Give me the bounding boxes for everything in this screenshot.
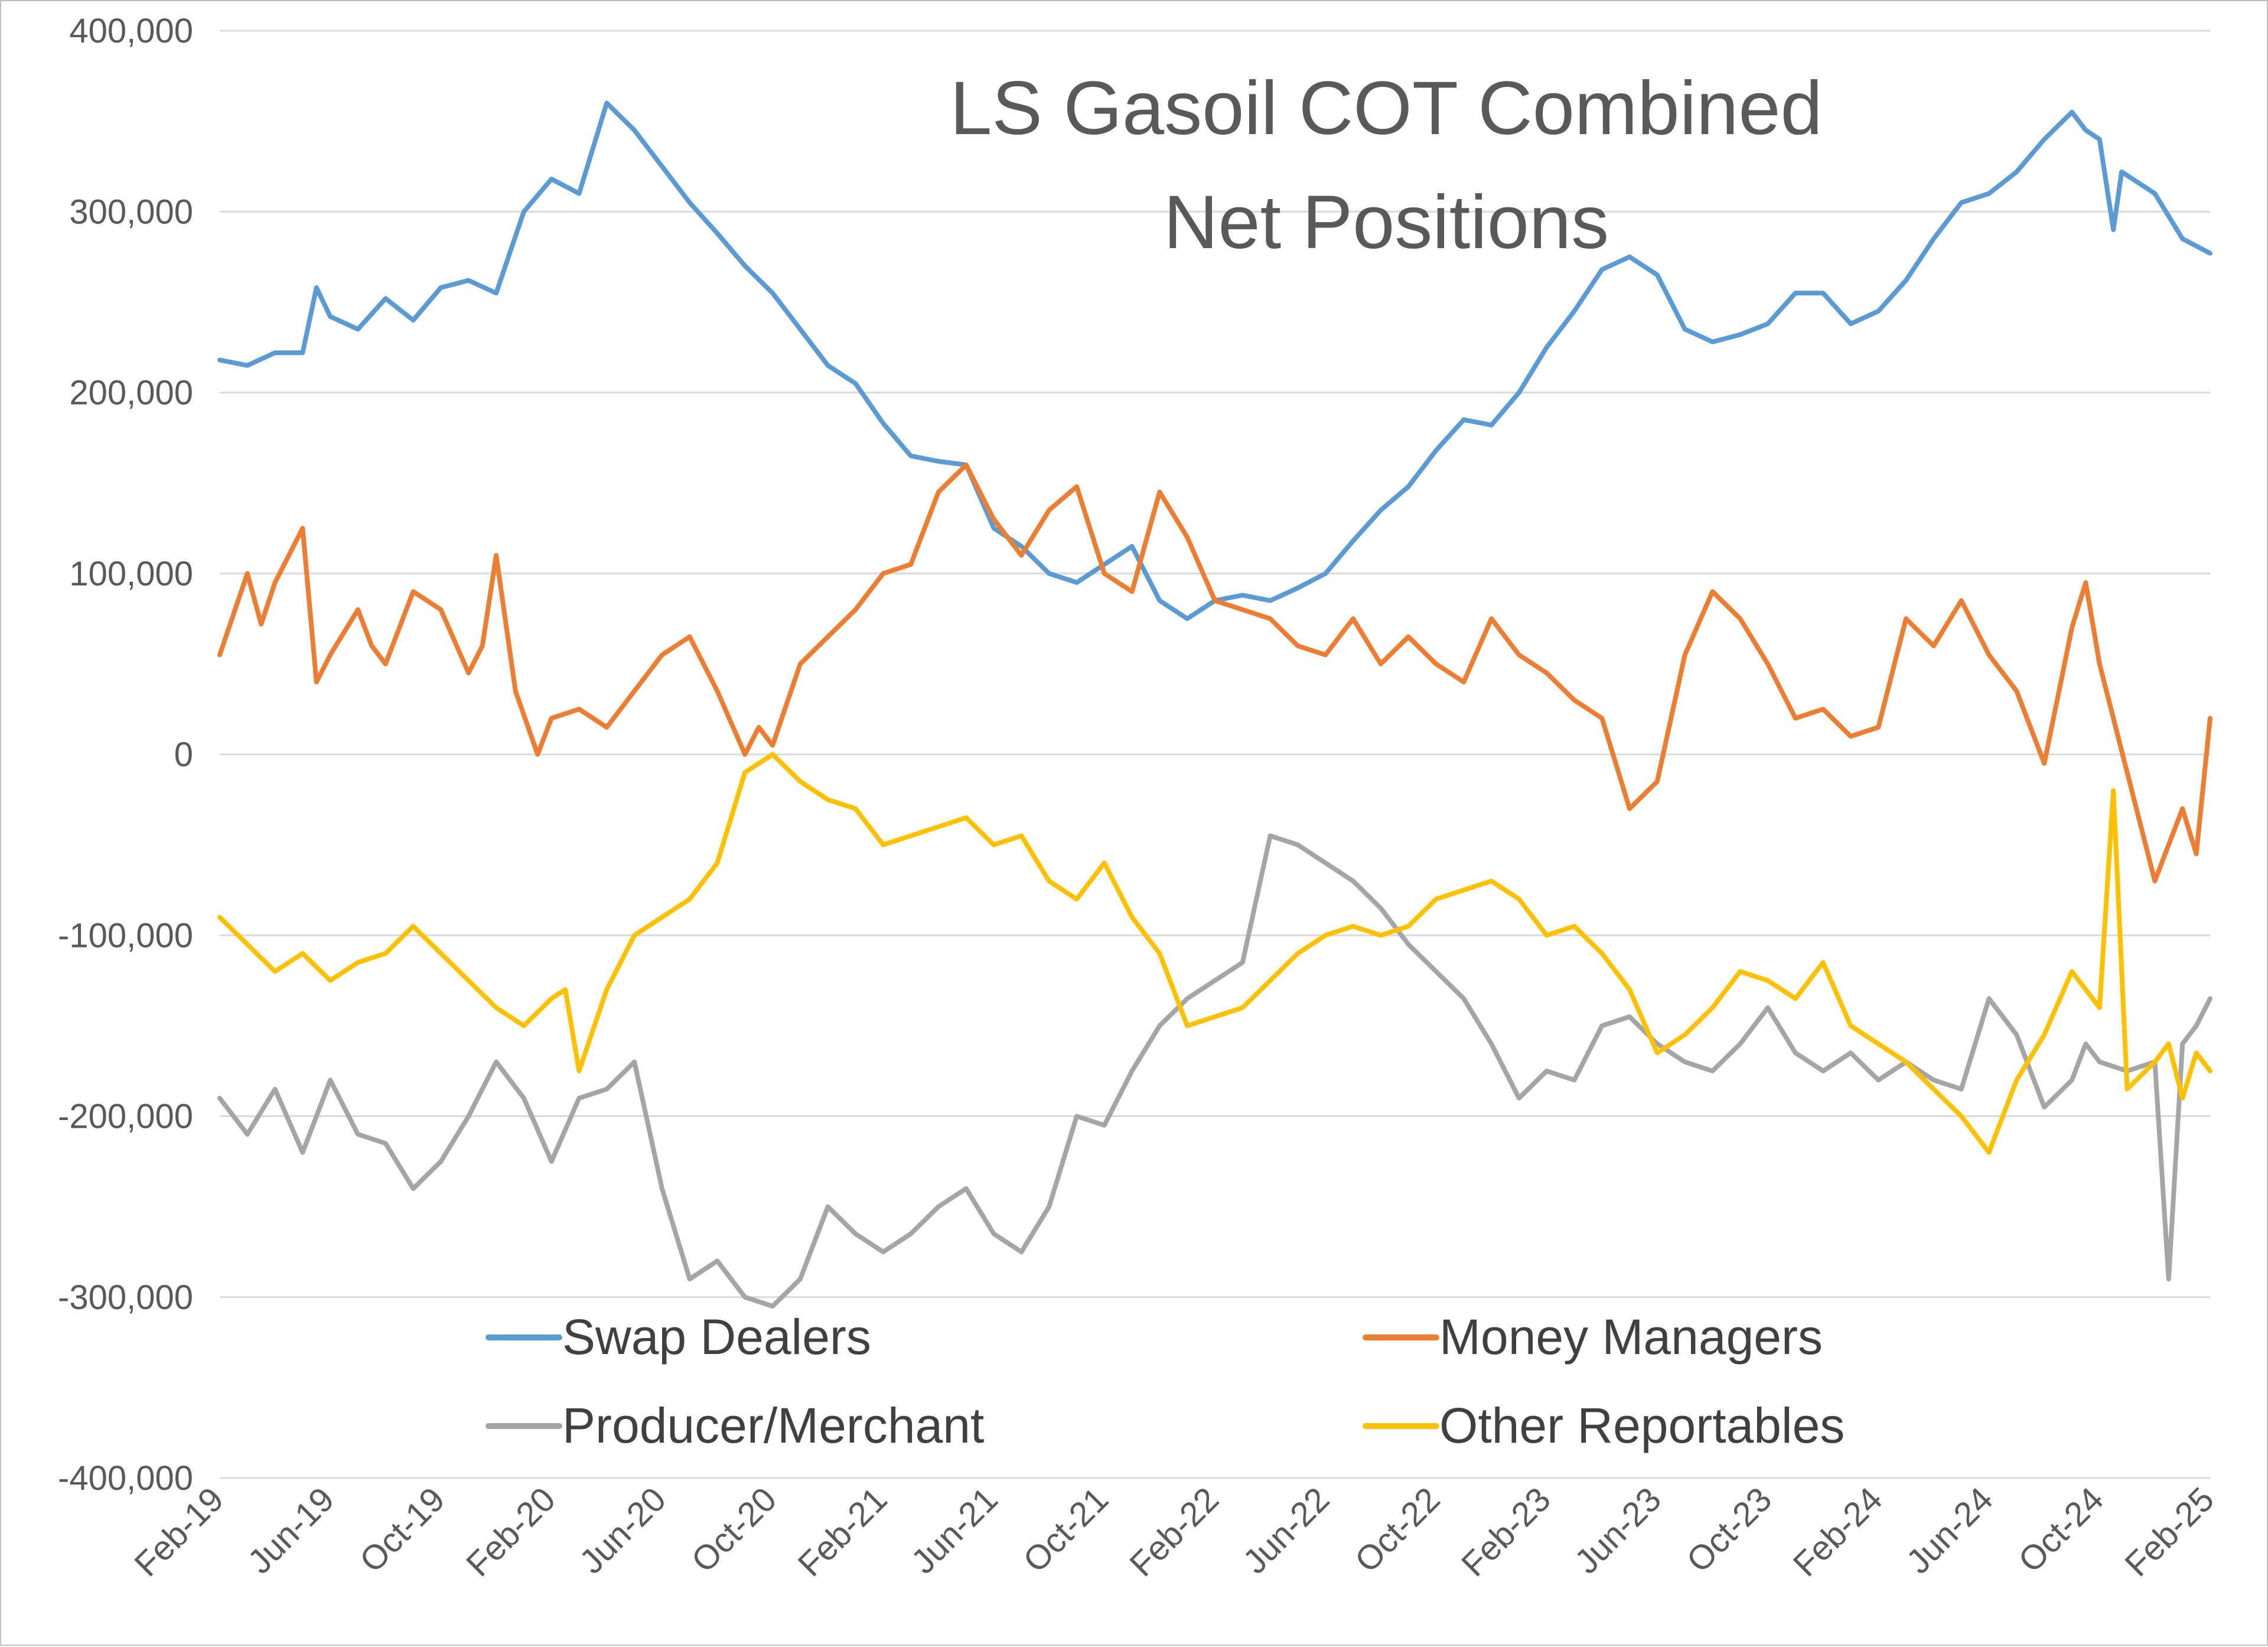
legend-item: Swap Dealers bbox=[485, 1309, 871, 1365]
x-tick-label: Oct-24 bbox=[2011, 1480, 2111, 1580]
x-tick-label: Oct-20 bbox=[684, 1480, 784, 1580]
x-tick-label: Jun-21 bbox=[904, 1480, 1005, 1581]
y-tick-label: 300,000 bbox=[69, 193, 193, 231]
x-tick-label: Jun-24 bbox=[1899, 1480, 2000, 1581]
y-tick-label: -200,000 bbox=[58, 1098, 193, 1136]
chart-title-line-1: LS Gasoil COT Combined bbox=[950, 66, 1822, 151]
series-line-money-managers bbox=[217, 463, 2212, 884]
y-tick-label: 100,000 bbox=[69, 555, 193, 593]
y-tick-label: -100,000 bbox=[58, 916, 193, 955]
x-tick-label: Feb-25 bbox=[2117, 1480, 2221, 1584]
y-axis-ticks: 400,000 300,000 200,000 100,000 0 -100,000 -20… bbox=[58, 12, 193, 1498]
x-tick-label: Oct-23 bbox=[1679, 1480, 1779, 1580]
legend-item: Money Managers bbox=[1363, 1309, 1823, 1365]
chart-title-line-2: Net Positions bbox=[1164, 180, 1609, 265]
legend-label: Other Reportables bbox=[1439, 1398, 1845, 1453]
series-lines bbox=[217, 100, 2212, 1309]
y-tick-label: -300,000 bbox=[58, 1278, 193, 1317]
y-tick-label: 0 bbox=[174, 735, 193, 774]
x-tick-label: Jun-19 bbox=[240, 1480, 341, 1581]
x-tick-label: Jun-20 bbox=[572, 1480, 673, 1581]
x-tick-label: Feb-21 bbox=[791, 1480, 895, 1584]
series-line-other-reportables bbox=[217, 752, 2212, 1155]
x-tick-label: Jun-23 bbox=[1568, 1480, 1669, 1581]
x-tick-label: Jun-22 bbox=[1236, 1480, 1337, 1581]
y-tick-label: -400,000 bbox=[58, 1459, 193, 1498]
series-line-swap-dealers bbox=[217, 100, 2212, 621]
y-tick-label: 400,000 bbox=[69, 12, 193, 50]
series-line-producer-merchant bbox=[217, 833, 2212, 1309]
legend-label: Producer/Merchant bbox=[562, 1398, 984, 1453]
legend-label: Money Managers bbox=[1439, 1309, 1823, 1365]
x-tick-label: Feb-23 bbox=[1454, 1480, 1558, 1584]
legend-item: Producer/Merchant bbox=[485, 1398, 984, 1453]
y-tick-label: 200,000 bbox=[69, 374, 193, 412]
x-tick-label: Feb-24 bbox=[1786, 1480, 1890, 1584]
legend-label: Swap Dealers bbox=[562, 1309, 871, 1365]
x-axis-ticks: Feb-19 Jun-19 Oct-19 Feb-20 Jun-20 Oct-20 Feb-… bbox=[127, 1480, 2221, 1584]
x-tick-label: Oct-19 bbox=[353, 1480, 452, 1580]
chart-title: LS Gasoil COT Combined Net Positions bbox=[950, 66, 1822, 265]
x-tick-label: Feb-20 bbox=[459, 1480, 563, 1584]
legend-item: Other Reportables bbox=[1363, 1398, 1845, 1453]
legend: Swap Dealers Money Managers Producer/Merch… bbox=[485, 1309, 1845, 1453]
x-tick-label: Oct-21 bbox=[1016, 1480, 1116, 1580]
x-tick-label: Oct-22 bbox=[1348, 1480, 1448, 1580]
x-tick-label: Feb-22 bbox=[1122, 1480, 1226, 1584]
